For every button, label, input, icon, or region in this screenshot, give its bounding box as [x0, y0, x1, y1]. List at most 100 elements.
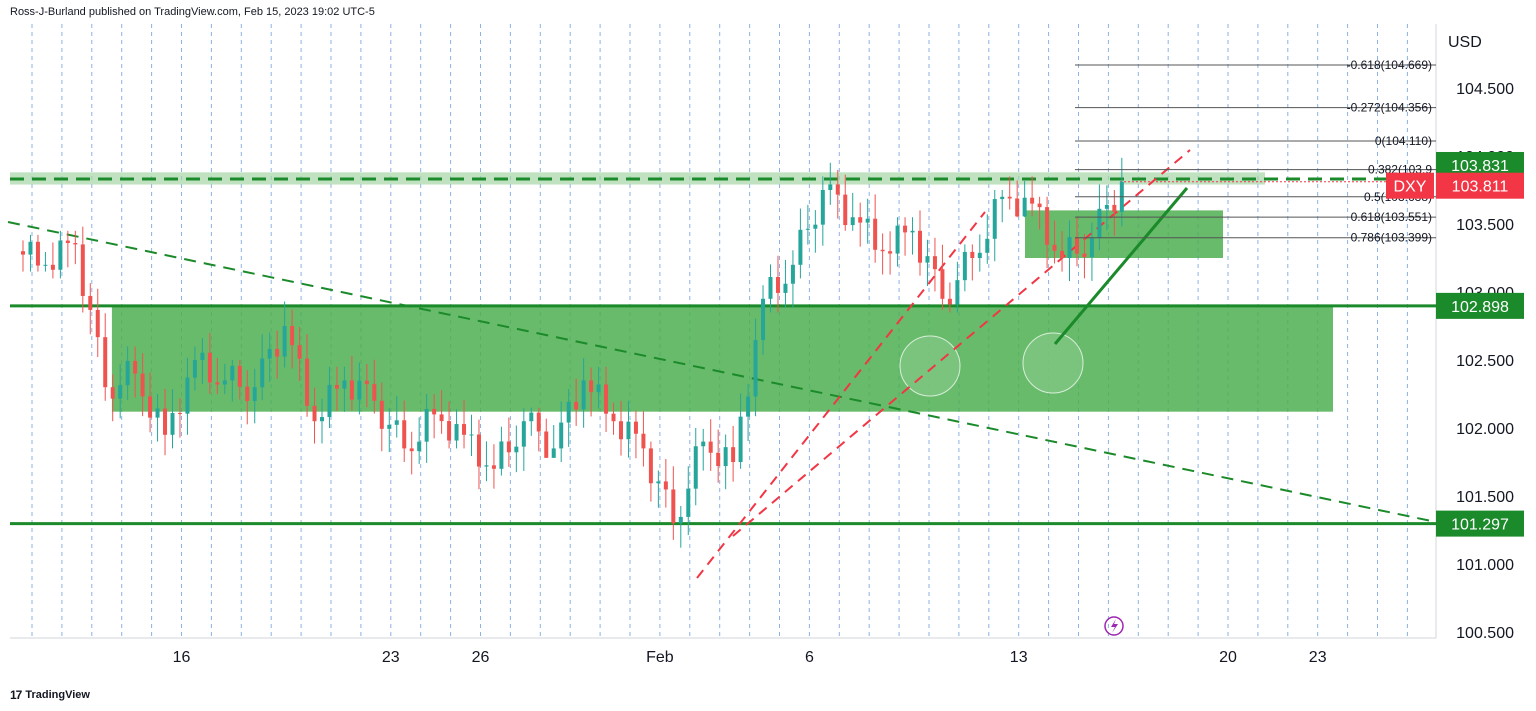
- x-tick-label: Feb: [646, 649, 674, 666]
- candle-body: [454, 424, 459, 441]
- candle-body: [439, 414, 444, 422]
- candle-body: [170, 413, 175, 435]
- lightning-icon[interactable]: [1104, 616, 1124, 636]
- candle-body: [267, 348, 272, 359]
- candle-body: [327, 384, 332, 418]
- price-axis[interactable]: 104.500104.000103.500103.000102.500102.0…: [1456, 81, 1514, 642]
- x-tick-label: 23: [382, 649, 400, 666]
- candle-body: [103, 337, 108, 388]
- candle-body: [65, 240, 70, 244]
- candle-body: [484, 465, 489, 467]
- candle-body: [1030, 197, 1035, 204]
- fib-label: -0.272(104.356): [1347, 101, 1432, 115]
- candle-body: [21, 251, 25, 255]
- y-tick-label: 100.500: [1456, 625, 1514, 642]
- channel-lower-line: [732, 149, 1191, 537]
- candle-body: [462, 424, 467, 435]
- fib-label: -0.618(104.669): [1347, 58, 1432, 72]
- x-tick-label: 26: [472, 649, 490, 666]
- candle-body: [334, 384, 339, 389]
- candle-body: [207, 352, 212, 383]
- candle-body: [686, 488, 691, 517]
- candle-body: [491, 465, 496, 469]
- candle-body: [379, 400, 384, 429]
- candles: [21, 157, 1124, 548]
- candle-body: [985, 238, 990, 253]
- time-axis[interactable]: 16 23 26 Feb 6 13 20 23: [173, 649, 1327, 666]
- candle-body: [409, 448, 414, 452]
- publisher-header: Ross-J-Burland published on TradingView.…: [10, 6, 375, 18]
- candle-body: [783, 283, 788, 293]
- candle-body: [693, 446, 698, 489]
- candle-body: [589, 380, 594, 393]
- footer-brand-label: TradingView: [25, 689, 90, 701]
- candle-body: [514, 446, 519, 453]
- candle-body: [125, 360, 130, 386]
- candle-body: [95, 309, 100, 338]
- candle-body: [716, 452, 721, 467]
- candle-body: [962, 251, 967, 281]
- candle-body: [133, 360, 138, 374]
- candle-body: [222, 380, 227, 385]
- candle-body: [1104, 204, 1109, 209]
- candle-body: [1022, 197, 1027, 217]
- candle-body: [559, 422, 564, 449]
- candle-body: [708, 441, 713, 453]
- candle-body: [858, 217, 863, 223]
- candle-body: [342, 380, 347, 389]
- candle-body: [50, 264, 55, 270]
- candle-body: [581, 380, 586, 410]
- x-tick-label: 16: [173, 649, 191, 666]
- candle-body: [1000, 196, 1005, 200]
- candle-body: [297, 345, 302, 359]
- candle-body: [28, 241, 33, 255]
- candle-body: [820, 190, 825, 225]
- candle-body: [499, 441, 504, 469]
- candle-body: [992, 199, 997, 239]
- candle-body: [701, 441, 706, 447]
- candle-body: [73, 243, 78, 245]
- candle-body: [596, 384, 601, 393]
- candle-body: [918, 230, 922, 263]
- candle-body: [925, 256, 930, 263]
- rising-trendline: [1053, 187, 1189, 345]
- candle-body: [551, 448, 556, 458]
- candle-body: [544, 431, 549, 458]
- candle-body: [574, 401, 579, 410]
- candle-body: [290, 326, 295, 346]
- candle-body: [648, 448, 653, 484]
- y-tick-label: 104.500: [1456, 81, 1514, 98]
- y-tick-label: 102.500: [1456, 353, 1514, 370]
- channel-upper-line: [696, 211, 986, 579]
- bottom-circle-right: [1022, 332, 1084, 394]
- candle-body: [110, 387, 115, 399]
- candle-body: [469, 434, 474, 436]
- candle-body: [947, 298, 952, 305]
- tradingview-logo-icon: 17: [10, 688, 22, 702]
- candle-body: [790, 264, 795, 284]
- candle-body: [148, 396, 153, 418]
- candle-body: [402, 420, 407, 449]
- candle-body: [880, 249, 885, 252]
- candle-body: [260, 358, 265, 388]
- candle-body: [977, 252, 982, 258]
- candle-body: [738, 416, 743, 462]
- candle-body: [192, 360, 197, 378]
- candle-body: [312, 405, 317, 422]
- candle-body: [865, 218, 870, 223]
- candle-body: [970, 251, 975, 258]
- price-tag-102898-bg: [1436, 292, 1524, 319]
- price-tag-103831: 103.831: [1451, 158, 1509, 175]
- candle-body: [252, 387, 257, 402]
- footer-brand[interactable]: 17 TradingView: [10, 688, 90, 702]
- x-tick-label: 6: [805, 649, 814, 666]
- candle-body: [275, 348, 280, 357]
- fib-label: 0(104.110): [1375, 134, 1432, 148]
- candle-body: [805, 228, 810, 230]
- fibonacci-levels: -0.618(104.669) -0.272(104.356) 0(104.110)…: [1075, 58, 1436, 245]
- price-tag-103811-bg: [1436, 172, 1524, 199]
- candle-body: [678, 516, 683, 524]
- candle-body: [476, 434, 481, 467]
- symbol-tag-dxy-bg: [1386, 172, 1434, 199]
